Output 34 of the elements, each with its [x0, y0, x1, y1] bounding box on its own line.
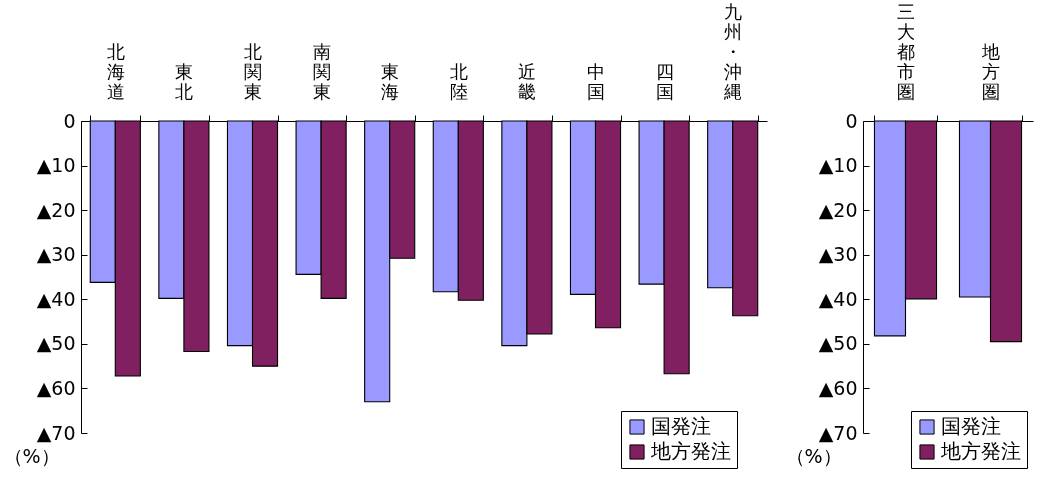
x-tick-label: 中国 [587, 60, 605, 102]
y-axis-title: （%） [3, 444, 60, 467]
x-tick-label: 地方圏 [981, 40, 1000, 102]
y-tick-label: ▲50 [818, 332, 858, 355]
y-tick-label: ▲20 [818, 198, 858, 221]
x-tick-label: 近畿 [518, 60, 537, 102]
y-axis-title: （%） [785, 444, 842, 467]
x-tick-label: 三大都市圏 [897, 0, 915, 102]
legend-label: 地方発注 [940, 439, 1021, 463]
y-tick-label: ▲10 [818, 154, 858, 177]
legend-label: 地方発注 [650, 439, 731, 463]
x-tick-label: 東北 [175, 60, 194, 102]
y-tick-label: 0 [63, 109, 76, 132]
x-tick-label: 南関東 [312, 40, 331, 102]
y-tick-label: ▲50 [36, 332, 76, 355]
y-tick-label: ▲70 [818, 421, 858, 444]
x-tick-label: 北海道 [106, 40, 125, 102]
y-tick-label: ▲40 [818, 287, 858, 310]
x-tick-label: 北関東 [244, 40, 262, 102]
legend-label: 国発注 [651, 414, 711, 438]
legend-label: 国発注 [941, 414, 1001, 438]
y-tick-label: ▲70 [36, 421, 76, 444]
y-tick-label: ▲10 [36, 154, 76, 177]
y-tick-label: ▲60 [818, 376, 858, 399]
y-tick-label: ▲20 [36, 198, 76, 221]
x-tick-label: 四国 [655, 60, 674, 102]
y-tick-label: ▲30 [818, 243, 858, 266]
y-tick-label: ▲40 [36, 287, 76, 310]
x-tick-label: 北陸 [449, 60, 468, 102]
y-tick-label: 0 [845, 109, 858, 132]
x-tick-label: 九州・沖縄 [723, 0, 743, 102]
y-tick-label: ▲30 [36, 243, 76, 266]
y-tick-label: ▲60 [36, 376, 76, 399]
x-tick-label: 東海 [381, 60, 400, 102]
